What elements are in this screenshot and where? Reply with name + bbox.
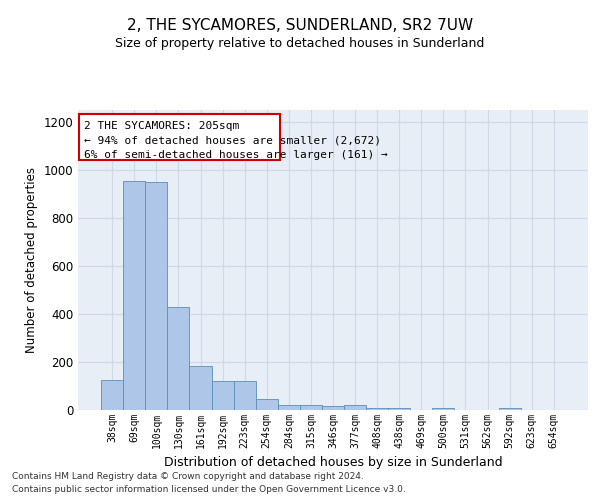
Bar (190, 366, 212, 410)
X-axis label: Distribution of detached houses by size in Sunderland: Distribution of detached houses by size … (164, 456, 502, 469)
Text: ← 94% of detached houses are smaller (2,672): ← 94% of detached houses are smaller (2,… (84, 135, 381, 145)
Bar (167, 307, 190, 410)
Bar (433, 408, 454, 410)
Bar (256, 399, 278, 410)
Bar (278, 405, 300, 410)
FancyBboxPatch shape (79, 114, 280, 160)
Bar (322, 406, 344, 410)
Bar (366, 408, 388, 410)
Bar (233, 381, 256, 410)
Text: 2 THE SYCAMORES: 205sqm: 2 THE SYCAMORES: 205sqm (84, 121, 239, 131)
Bar (212, 381, 233, 410)
Text: Contains public sector information licensed under the Open Government Licence v3: Contains public sector information licen… (12, 485, 406, 494)
Y-axis label: Number of detached properties: Number of detached properties (25, 167, 38, 353)
Text: Size of property relative to detached houses in Sunderland: Size of property relative to detached ho… (115, 38, 485, 51)
Bar (344, 405, 366, 410)
Bar (499, 408, 521, 410)
Text: 2, THE SYCAMORES, SUNDERLAND, SR2 7UW: 2, THE SYCAMORES, SUNDERLAND, SR2 7UW (127, 18, 473, 32)
Text: Contains HM Land Registry data © Crown copyright and database right 2024.: Contains HM Land Registry data © Crown c… (12, 472, 364, 481)
Text: 6% of semi-detached houses are larger (161) →: 6% of semi-detached houses are larger (1… (84, 150, 388, 160)
Bar (300, 405, 322, 410)
Bar (388, 408, 410, 410)
Bar (145, 182, 167, 410)
Bar (101, 380, 123, 410)
Bar (123, 181, 145, 410)
